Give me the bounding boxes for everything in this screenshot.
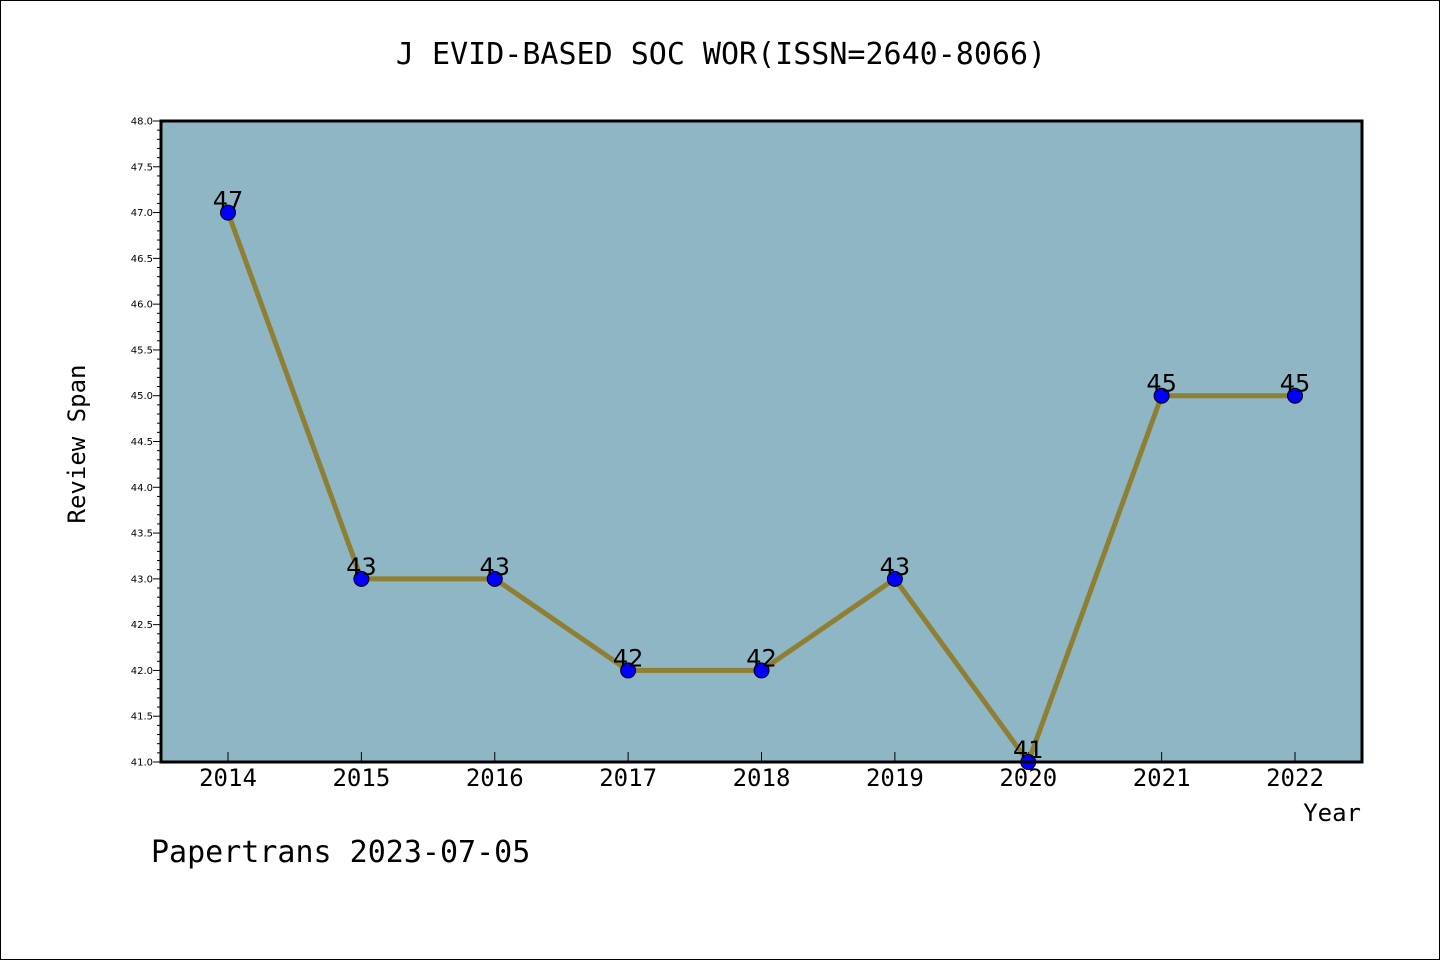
y-axis-label: Review Span — [63, 365, 91, 524]
y-tick-label: 47.5 — [131, 162, 153, 173]
data-point — [220, 204, 236, 221]
x-tick-label: 2016 — [466, 764, 524, 792]
y-tick-label: 41.5 — [131, 712, 153, 723]
x-tick-label: 2015 — [332, 764, 390, 792]
y-tick-label: 44.5 — [131, 437, 153, 448]
plot-area — [161, 121, 1362, 762]
footer-text: Papertrans 2023-07-05 — [151, 835, 531, 870]
y-tick-label: 46.0 — [131, 300, 153, 311]
x-tick-label: 2017 — [599, 764, 657, 792]
y-tick-label: 44.0 — [131, 483, 153, 494]
x-tick-label: 2018 — [733, 764, 791, 792]
data-point — [886, 570, 903, 587]
x-tick-label: 2021 — [1133, 764, 1191, 792]
data-point — [620, 662, 637, 679]
x-tick-label: 2014 — [199, 764, 257, 792]
x-axis-label: Year — [1303, 799, 1361, 827]
data-label: 43 — [880, 553, 911, 581]
data-label: 43 — [479, 553, 510, 581]
y-tick-label: 48.0 — [131, 117, 153, 128]
data-point — [1153, 387, 1170, 404]
data-label: 41 — [1013, 736, 1044, 764]
x-tick-label: 2019 — [866, 764, 924, 792]
y-tick-label: 42.5 — [131, 620, 153, 631]
x-tick-label: 2022 — [1266, 764, 1324, 792]
y-tick-label: 42.0 — [131, 666, 153, 677]
y-tick-label: 45.5 — [131, 345, 153, 356]
y-tick-label: 47.0 — [131, 208, 153, 219]
y-tick-label: 43.0 — [131, 574, 153, 585]
data-label: 47 — [213, 187, 244, 215]
y-tick-label: 45.0 — [131, 391, 153, 402]
y-tick-label: 43.5 — [131, 529, 153, 540]
data-label: 43 — [346, 553, 377, 581]
data-label: 42 — [746, 644, 777, 672]
data-point — [753, 662, 770, 679]
plot-border — [159, 119, 1364, 764]
data-label: 45 — [1146, 370, 1177, 398]
data-label: 45 — [1280, 370, 1311, 398]
y-tick-label: 41.0 — [131, 758, 153, 769]
chart-title: J EVID-BASED SOC WOR(ISSN=2640-8066) — [395, 37, 1047, 72]
y-tick-label: 46.5 — [131, 254, 153, 265]
data-point — [486, 570, 503, 587]
data-label: 42 — [613, 644, 644, 672]
data-point — [1287, 387, 1303, 404]
data-point — [353, 570, 370, 587]
